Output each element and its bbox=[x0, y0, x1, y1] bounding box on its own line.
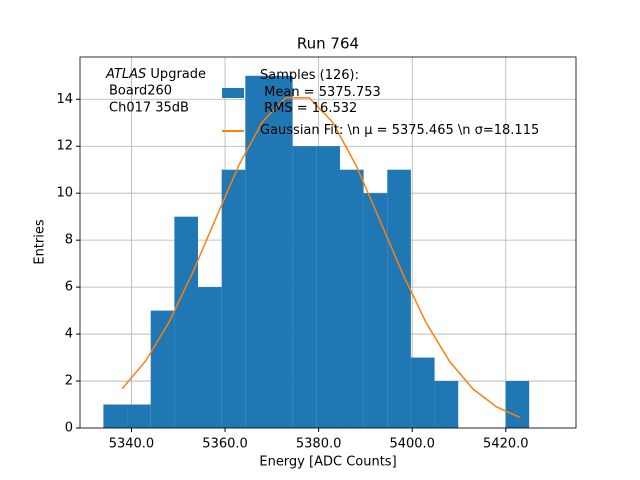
legend-label: Gaussian Fit: \n μ = 5375.465 \n σ=18.11… bbox=[260, 122, 540, 138]
bar bbox=[316, 146, 340, 428]
legend-entry: Gaussian Fit: \n μ = 5375.465 \n σ=18.11… bbox=[222, 123, 539, 140]
x-tick-label: 5420.0 bbox=[483, 437, 529, 452]
bar bbox=[127, 404, 151, 428]
annotation: Ch017 35dB bbox=[109, 101, 189, 116]
bar bbox=[174, 216, 199, 428]
annotation: Board260 bbox=[109, 84, 172, 99]
legend-entry: Samples (126): Mean = 5375.753 RMS = 16.… bbox=[222, 68, 539, 118]
x-axis-label: Energy [ADC Counts] bbox=[259, 455, 396, 470]
legend-swatch bbox=[222, 87, 244, 98]
y-tick-label: 6 bbox=[65, 280, 73, 295]
annotation: ATLAS Upgrade bbox=[105, 67, 206, 82]
y-tick-label: 0 bbox=[65, 421, 73, 436]
bar bbox=[221, 169, 246, 428]
bar bbox=[292, 146, 317, 428]
legend: Samples (126): Mean = 5375.753 RMS = 16.… bbox=[222, 68, 539, 139]
bar bbox=[198, 287, 222, 428]
y-tick-label: 8 bbox=[65, 233, 73, 248]
bar bbox=[505, 381, 530, 428]
bar bbox=[410, 357, 435, 428]
y-axis-label: Entries bbox=[33, 219, 48, 265]
y-tick-label: 10 bbox=[56, 186, 73, 201]
bar bbox=[245, 75, 269, 428]
bar bbox=[434, 381, 459, 428]
bar bbox=[150, 310, 175, 428]
y-tick-label: 12 bbox=[56, 139, 73, 154]
x-tick-label: 5360.0 bbox=[202, 437, 248, 452]
bar bbox=[387, 169, 411, 428]
annotation-experiment: ATLAS bbox=[105, 67, 146, 82]
legend-swatch bbox=[222, 129, 244, 132]
y-tick-label: 14 bbox=[56, 92, 73, 107]
x-tick-label: 5340.0 bbox=[109, 437, 155, 452]
x-tick-label: 5380.0 bbox=[296, 437, 342, 452]
plot-frame bbox=[79, 56, 577, 429]
bar bbox=[339, 169, 364, 428]
legend-label: Samples (126): Mean = 5375.753 RMS = 16.… bbox=[260, 68, 381, 116]
fit-line bbox=[121, 96, 521, 419]
bar bbox=[363, 193, 388, 428]
annotation-text: Upgrade bbox=[150, 67, 206, 82]
bar bbox=[103, 404, 128, 428]
y-tick-label: 2 bbox=[65, 374, 73, 389]
bar bbox=[268, 75, 293, 428]
chart-title: Run 764 bbox=[297, 35, 359, 53]
y-tick-label: 4 bbox=[65, 327, 73, 342]
x-tick-label: 5400.0 bbox=[389, 437, 435, 452]
